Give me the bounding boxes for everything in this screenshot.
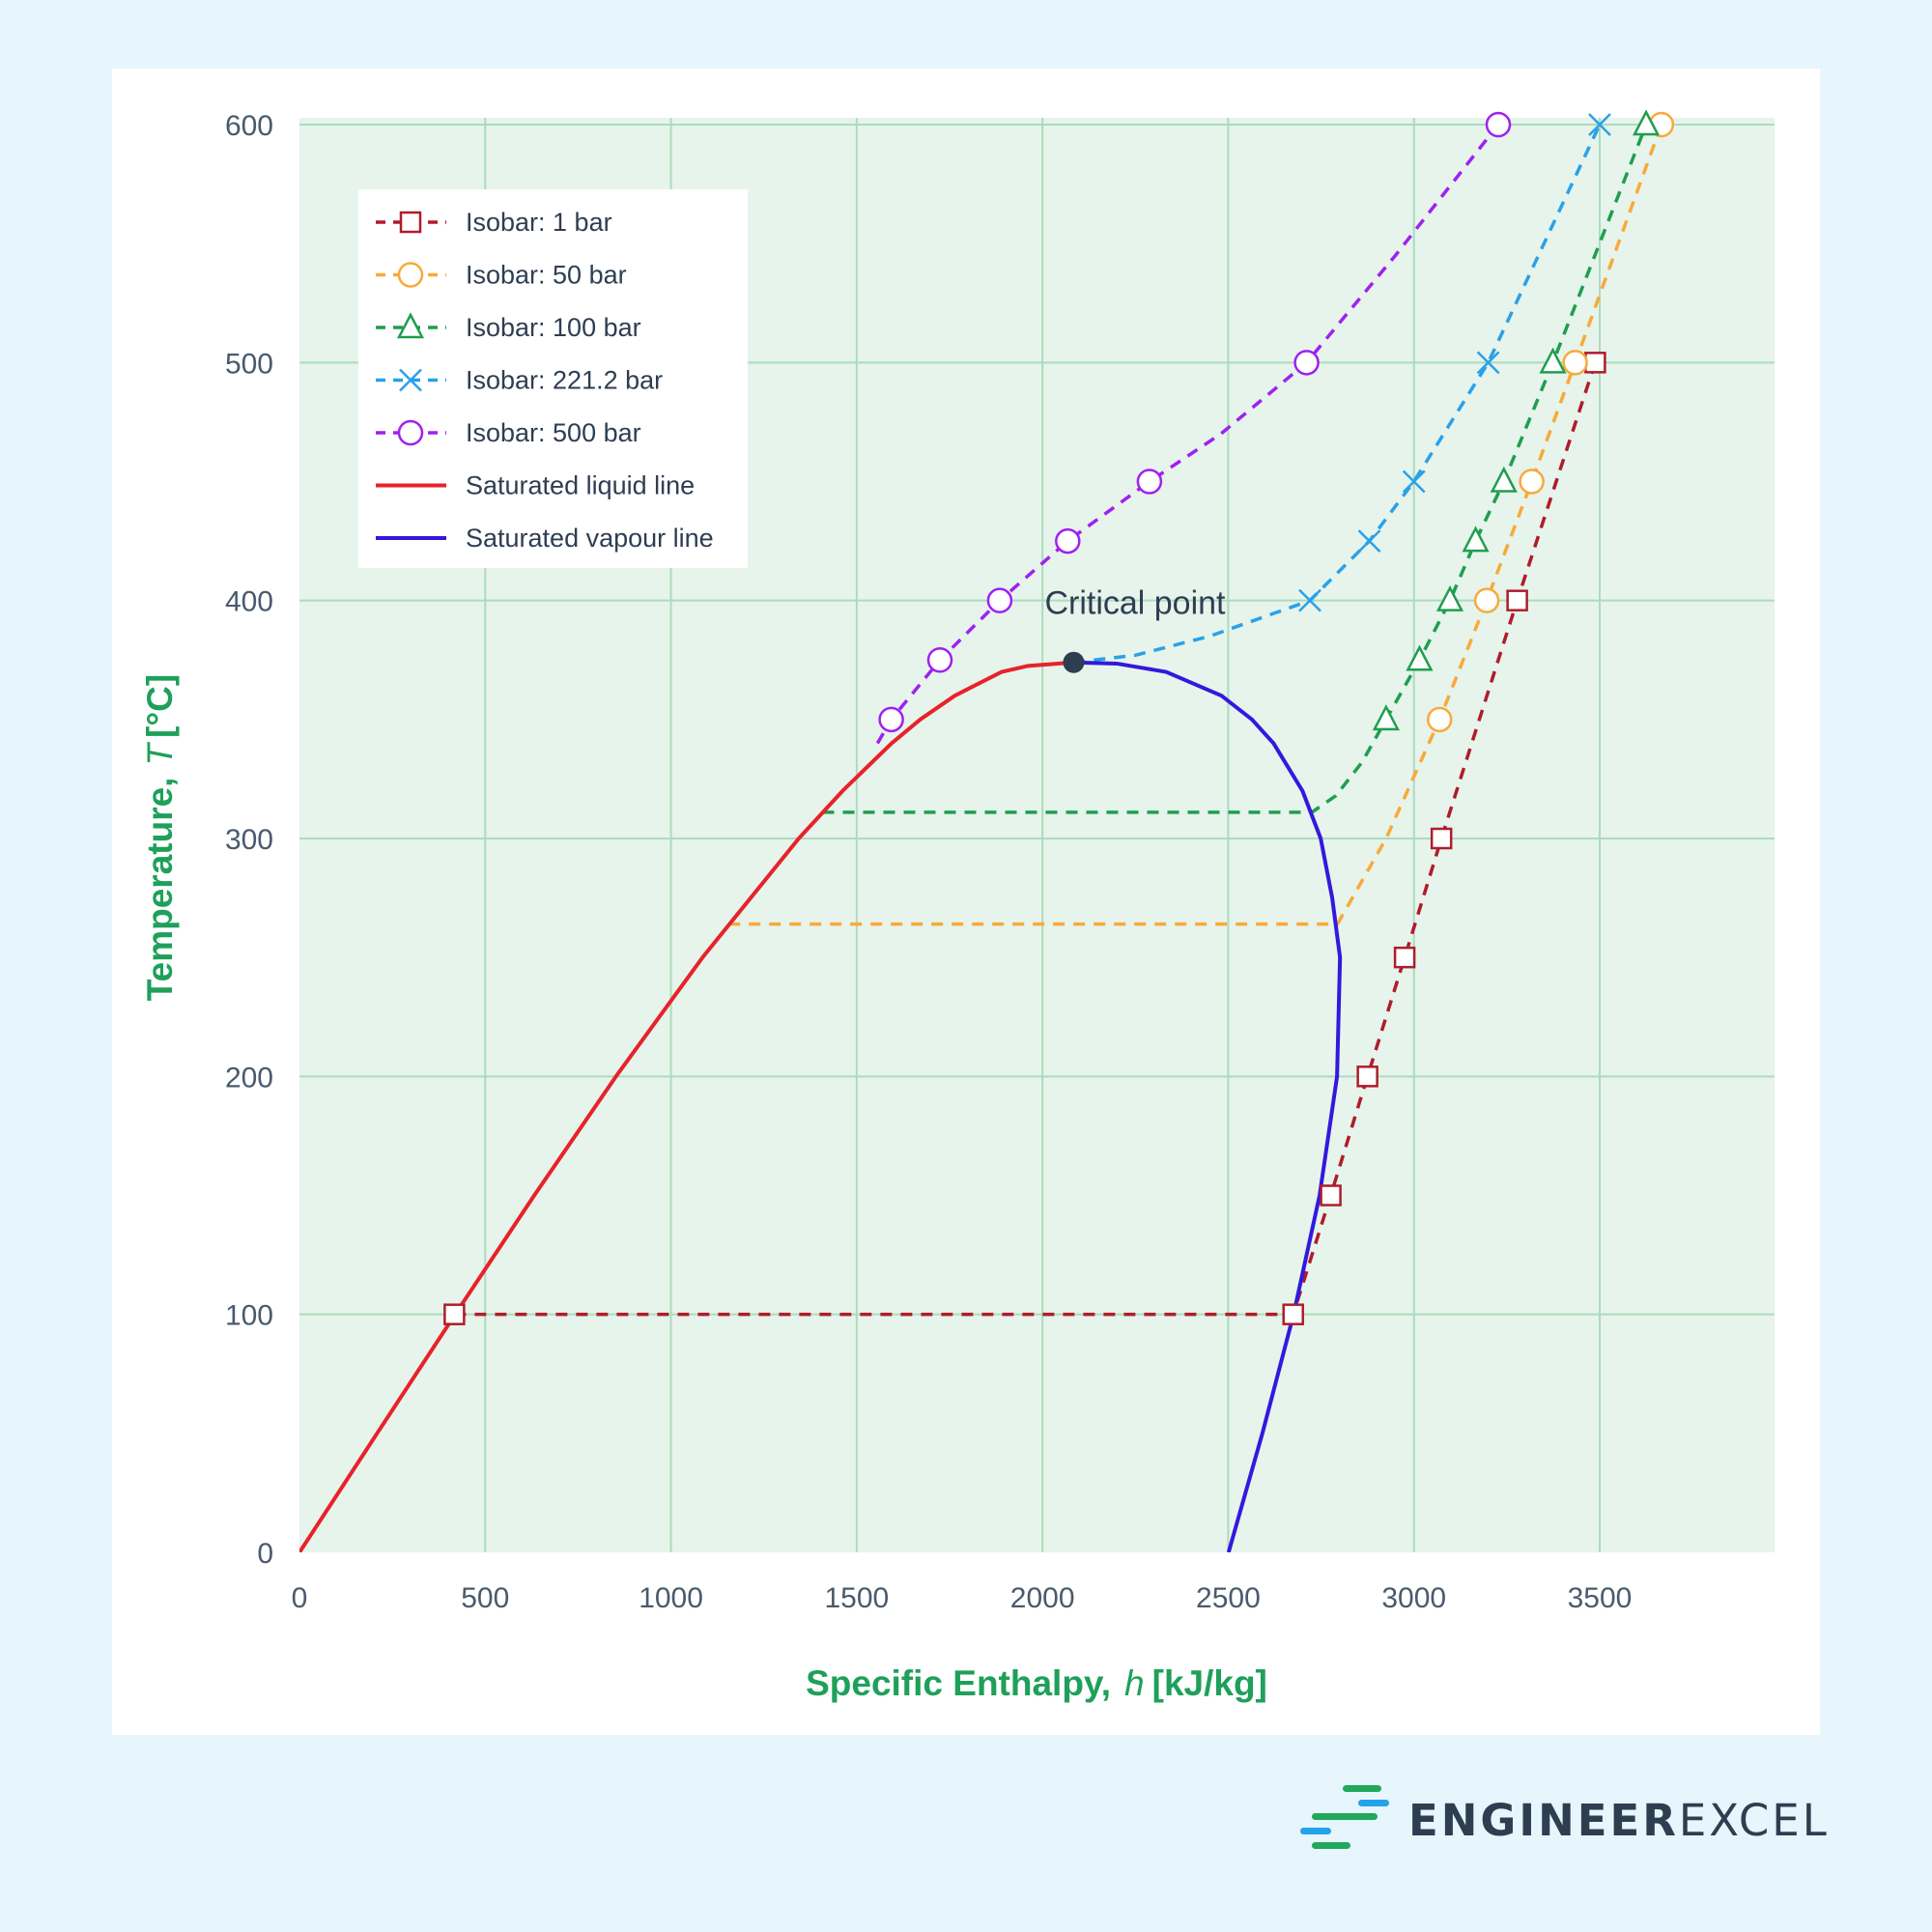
y-tick-label: 600 [225,110,273,142]
y-tick-label: 200 [225,1062,273,1094]
legend-item-saturated-vapour-line[interactable]: Saturated vapour line [376,524,714,553]
data-point-isobar-1-bar [1506,589,1528,611]
data-point-isobar-1-bar [1282,1303,1304,1325]
y-tick-label: 400 [225,586,273,618]
logo-bar [1300,1828,1331,1834]
x-tick-label: 500 [461,1582,509,1614]
legend-item-isobar-221-2-bar[interactable]: Isobar: 221.2 bar [376,366,663,395]
data-point-isobar-1-bar [443,1303,466,1325]
x-tick-label: 2000 [1010,1582,1075,1614]
legend-item-isobar-100-bar[interactable]: Isobar: 100 bar [376,312,641,342]
data-point-isobar-500-bar [926,647,953,673]
critical-point-marker [1063,651,1085,673]
data-point-isobar-100-bar [1633,109,1661,136]
y-axis-symbol: T [140,742,180,766]
logo-text-bold: ENGINEER [1408,1795,1679,1846]
data-point-isobar-50-bar [1562,350,1588,376]
logo-text: ENGINEEREXCEL [1408,1795,1830,1846]
tick-labels: 0 500 1000 1500 2000 2500 3000 3500 0 100 200 300 40… [225,110,1632,1614]
x-tick-label: 2500 [1196,1582,1261,1614]
data-point-isobar-100-bar [1406,644,1434,671]
data-point-isobar-1-bar [1430,827,1453,850]
x-tick-label: 1500 [824,1582,889,1614]
y-axis-title-text: Temperature, [140,778,180,1002]
logo-bar [1312,1813,1378,1820]
markers-layer [443,109,1675,1325]
x-tick-label: 3500 [1568,1582,1633,1614]
data-point-isobar-100-bar [1462,526,1490,553]
series-line-saturated-liquid-line [299,660,1074,1552]
legend-box [358,189,748,568]
data-point-isobar-500-bar [986,587,1013,613]
data-point-isobar-1-bar [1584,352,1606,374]
legend-marker-icon [399,368,422,392]
data-point-isobar-50-bar [1473,587,1500,613]
legend-marker-icon [396,312,425,339]
legend-item-isobar-500-bar[interactable]: Isobar: 500 bar [376,418,641,447]
data-point-isobar-1-bar [1356,1065,1378,1088]
data-point-isobar-100-bar [1490,466,1518,493]
x-axis-title-text: Specific Enthalpy, [806,1663,1111,1703]
y-tick-label: 0 [257,1538,273,1570]
data-point-isobar-500-bar [878,706,904,733]
data-point-isobar-100-bar [1539,347,1567,374]
data-point-isobar-221-2-bar [1357,529,1381,553]
grid [299,118,1775,1552]
legend: Isobar: 1 bar Isobar: 50 bar Isobar: 100 b… [358,189,748,568]
logo-text-light: EXCEL [1678,1795,1830,1846]
data-point-isobar-100-bar [1435,584,1464,611]
data-point-isobar-500-bar [1485,111,1512,138]
logo-bar [1358,1800,1389,1806]
series-line-isobar-50-bar [728,124,1663,926]
x-axis-title: Specific Enthalpy, h [kJ/kg] [806,1663,1267,1703]
data-point-isobar-500-bar [1136,469,1163,495]
y-axis-title: Temperature, T [°C] [140,674,180,1001]
y-tick-label: 500 [225,348,273,380]
y-axis-unit: [°C] [140,674,180,738]
y-tick-label: 300 [225,824,273,856]
data-point-isobar-100-bar [1372,704,1400,731]
x-tick-label: 0 [292,1582,308,1614]
legend-item-saturated-liquid-line[interactable]: Saturated liquid line [376,471,695,500]
legend-label: Isobar: 500 bar [466,418,641,447]
legend-label: Isobar: 221.2 bar [466,366,663,395]
logo-bar [1312,1842,1350,1849]
x-tick-label: 1000 [639,1582,703,1614]
data-point-isobar-500-bar [1055,527,1081,554]
legend-item-isobar-1-bar[interactable]: Isobar: 1 bar [376,208,612,237]
data-point-isobar-50-bar [1426,706,1453,733]
x-axis-unit: [kJ/kg] [1152,1663,1267,1703]
data-point-isobar-221-2-bar [1476,351,1500,375]
legend-marker-icon [397,419,424,446]
x-tick-label: 3000 [1381,1582,1446,1614]
legend-item-isobar-50-bar[interactable]: Isobar: 50 bar [376,261,627,290]
data-point-isobar-221-2-bar [1402,469,1426,494]
y-tick-label: 100 [225,1300,273,1332]
critical-point-label: Critical point [1044,585,1226,622]
data-point-isobar-1-bar [1393,946,1416,969]
legend-marker-icon [399,211,422,234]
data-point-isobar-221-2-bar [1298,588,1321,612]
legend-label: Isobar: 100 bar [466,313,641,342]
series-line-isobar-221-2-bar [1073,124,1602,665]
legend-label: Isobar: 1 bar [466,208,612,237]
legend-label: Isobar: 50 bar [466,261,627,290]
legend-label: Saturated liquid line [466,471,695,500]
series-line-saturated-vapour-line [1073,660,1343,1552]
critical-point [1063,651,1085,673]
series-line-isobar-500-bar [875,123,1500,745]
logo-bar [1343,1785,1381,1792]
data-point-isobar-221-2-bar [1588,113,1611,136]
data-point-isobar-1-bar [1320,1184,1342,1207]
x-axis-symbol: h [1124,1663,1145,1703]
legend-label: Saturated vapour line [466,524,714,553]
engineerexcel-logo: ENGINEEREXCEL [1300,1783,1827,1851]
data-point-isobar-50-bar [1519,469,1545,495]
legend-marker-icon [397,262,424,288]
data-point-isobar-500-bar [1293,350,1320,376]
